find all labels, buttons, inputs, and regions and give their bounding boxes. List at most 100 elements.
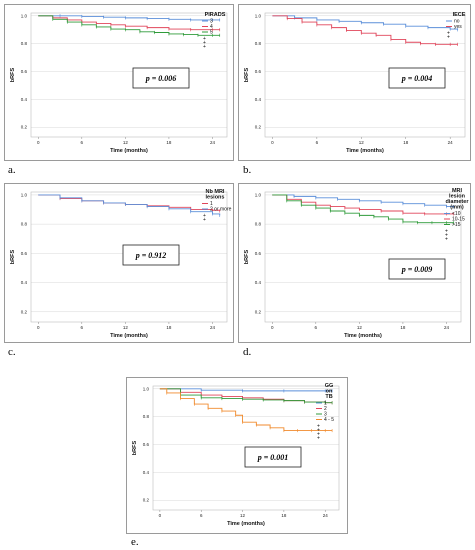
- x-axis-title: Time (months): [227, 521, 265, 527]
- legend-title: PIRADS: [205, 12, 226, 18]
- x-tick-label: 0: [271, 140, 274, 145]
- series-line-3: [38, 15, 220, 36]
- y-tick-label: 0.8: [255, 222, 262, 227]
- y-tick-label: 0.8: [21, 222, 28, 227]
- p-value-box: [388, 67, 446, 89]
- legend-title: lesion: [449, 194, 466, 200]
- chart-panel-a: 0.2 0.4 0.6 0.8 1.0 0 6 12 18 24 Time (months) bRFS…: [4, 4, 234, 161]
- legend-censor-symbol: +: [203, 44, 206, 50]
- y-tick-label: 0.8: [143, 414, 150, 419]
- legend-entry: 4: [210, 24, 213, 30]
- plot-frame: [264, 12, 466, 138]
- y-axis-title: bRFS: [132, 440, 138, 455]
- panel-label-a: a.: [8, 164, 16, 176]
- x-tick-label: 24: [210, 140, 216, 145]
- p-value-box: [122, 244, 180, 266]
- legend-entry: 10-15: [452, 217, 465, 223]
- y-axis-title: bRFS: [10, 67, 16, 82]
- legend-title: on: [326, 389, 333, 395]
- y-tick-label: 0.2: [21, 309, 28, 314]
- p-value-box: [388, 258, 446, 280]
- x-tick-label: 6: [81, 140, 84, 145]
- y-tick-label: 1.0: [21, 13, 28, 18]
- y-tick-label: 0.4: [255, 97, 262, 102]
- x-tick-label: 24: [210, 325, 216, 330]
- legend-entry: 3: [324, 412, 327, 418]
- x-tick-label: 24: [444, 325, 450, 330]
- legend-entry: >15: [452, 222, 461, 228]
- series-line-1: [272, 15, 459, 30]
- chart-panel-d: 0.2 0.4 0.6 0.8 1.0 0 6 12 18 24 Time (months) bRFS…: [238, 183, 471, 343]
- p-value-text: p = 0.006: [145, 74, 177, 83]
- chart-panel-e: 0.2 0.4 0.6 0.8 1.0 0 6 12 18 24 Time (months) bRFS…: [126, 377, 348, 534]
- y-tick-label: 0.4: [143, 470, 150, 475]
- y-tick-label: 1.0: [143, 386, 150, 391]
- legend-title: IECE: [453, 12, 466, 18]
- plot-frame: [30, 12, 228, 138]
- legend-entry: 2 or more: [210, 207, 232, 213]
- y-axis-title: bRFS: [244, 249, 250, 264]
- km-chart-c: 0.2 0.4 0.6 0.8 1.0 0 6 12 18 24 Time (months) bRFS…: [10, 189, 232, 339]
- panel-label-d: d.: [243, 346, 252, 358]
- x-tick-label: 18: [166, 325, 172, 330]
- legend-censor-symbol: +: [447, 35, 450, 41]
- panel-label-b: b.: [243, 164, 252, 176]
- x-tick-label: 12: [123, 140, 129, 145]
- series-line-2: [38, 194, 221, 216]
- y-tick-label: 0.6: [143, 442, 150, 447]
- y-tick-label: 0.4: [21, 280, 28, 285]
- y-tick-label: 0.2: [255, 125, 262, 130]
- legend-title: diameter: [446, 199, 470, 205]
- legend-title: lesions: [206, 195, 225, 201]
- plot-frame: [264, 191, 462, 323]
- legend-censor-symbol: +: [445, 237, 448, 243]
- series-line-1: [159, 388, 333, 392]
- y-tick-label: 0.6: [255, 251, 262, 256]
- y-tick-label: 1.0: [21, 192, 28, 197]
- legend-censor-symbol: +: [445, 233, 448, 239]
- legend-censor-symbol: +: [317, 432, 320, 438]
- legend-title: MRI: [452, 188, 463, 194]
- x-tick-label: 18: [281, 513, 287, 518]
- y-tick-label: 0.4: [21, 97, 28, 102]
- legend-entry: 2: [324, 406, 327, 412]
- legend-title: Nb MRI: [206, 189, 225, 195]
- x-tick-label: 0: [37, 325, 40, 330]
- y-axis-title: bRFS: [10, 249, 16, 264]
- y-tick-label: 0.2: [143, 498, 150, 503]
- series-line-2: [272, 194, 454, 215]
- legend-entry: <10: [452, 211, 461, 217]
- legend-censor-symbol: +: [203, 217, 206, 223]
- x-tick-label: 12: [357, 325, 363, 330]
- legend-censor-symbol: +: [445, 229, 448, 235]
- legend-censor-symbol: +: [203, 213, 206, 219]
- p-value-text: p = 0.004: [401, 74, 433, 83]
- panel-label-e: e.: [131, 536, 139, 548]
- plot-frame: [30, 191, 228, 323]
- km-chart-a: 0.2 0.4 0.6 0.8 1.0 0 6 12 18 24 Time (months) bRFS…: [10, 12, 228, 154]
- y-tick-label: 0.4: [255, 280, 262, 285]
- y-axis-title: bRFS: [244, 67, 250, 82]
- y-tick-label: 0.8: [21, 41, 28, 46]
- y-tick-label: 0.6: [21, 251, 28, 256]
- x-tick-label: 6: [315, 325, 318, 330]
- y-tick-label: 1.0: [255, 13, 262, 18]
- x-tick-label: 24: [448, 140, 454, 145]
- km-chart-d: 0.2 0.4 0.6 0.8 1.0 0 6 12 18 24 Time (months) bRFS…: [244, 188, 470, 339]
- legend-entry: no: [454, 19, 460, 25]
- series-line-2: [272, 15, 458, 45]
- x-tick-label: 0: [159, 513, 162, 518]
- x-tick-label: 12: [240, 513, 246, 518]
- x-tick-label: 0: [271, 325, 274, 330]
- x-tick-label: 6: [200, 513, 203, 518]
- chart-panel-c: 0.2 0.4 0.6 0.8 1.0 0 6 12 18 24 Time (months) bRFS…: [4, 183, 234, 343]
- x-tick-label: 12: [359, 140, 365, 145]
- legend-censor-symbol: +: [203, 36, 206, 42]
- series-line-1: [272, 194, 454, 208]
- legend-censor-symbol: +: [447, 31, 450, 37]
- legend-entry: 3: [210, 19, 213, 25]
- p-value-text: p = 0.001: [257, 453, 289, 462]
- x-axis-title: Time (months): [344, 333, 382, 339]
- y-tick-label: 1.0: [255, 192, 262, 197]
- y-tick-label: 0.2: [255, 309, 262, 314]
